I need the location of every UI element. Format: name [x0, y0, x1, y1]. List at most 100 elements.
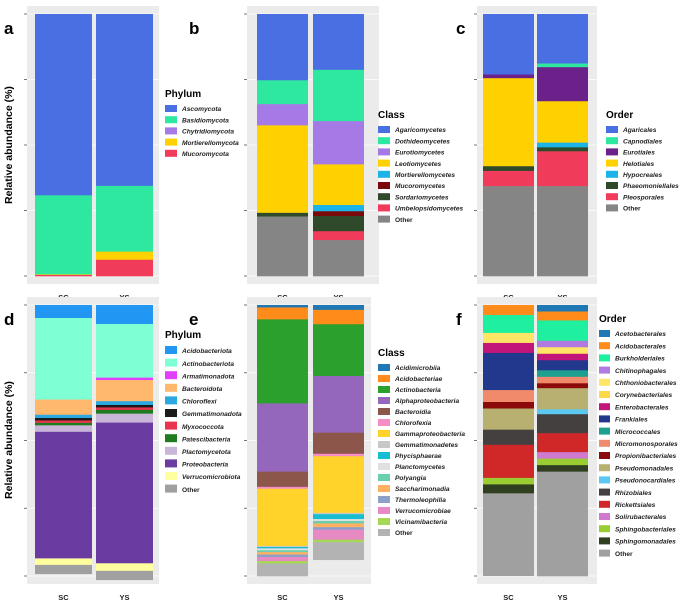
bar-segment-f-SC-6 [483, 342, 534, 354]
legend-swatch-d-10 [165, 472, 177, 480]
legend-label-f-0: Acetobacterales [614, 331, 666, 338]
bar-segment-e-YS-12 [313, 527, 364, 530]
y-axis-label-top: Relative abundance (%) [3, 86, 15, 204]
bar-segment-f-YS-17 [537, 465, 588, 472]
bar-segment-f-SC-9 [483, 390, 534, 403]
panel-letter-d: d [4, 310, 14, 329]
legend-label-f-5: Corynebacteriales [615, 392, 673, 399]
legend-swatch-f-12 [599, 476, 610, 484]
bar-segment-b-YS-6 [313, 216, 364, 232]
legend-title-a: Phylum [165, 89, 201, 100]
bar-segment-d-YS-3 [96, 380, 153, 402]
bar-segment-f-YS-14 [537, 433, 588, 453]
legend-swatch-d-3 [165, 383, 177, 392]
legend-label-a-2: Chytridiomycota [182, 129, 234, 136]
legend-swatch-f-14 [599, 500, 610, 508]
legend-swatch-b-0 [378, 126, 390, 133]
bar-segment-b-SC-3 [257, 125, 308, 214]
legend-swatch-c-0 [606, 126, 618, 133]
bar-segment-d-YS-5 [96, 404, 153, 408]
x-tick-label-f-SC: SC [503, 593, 514, 602]
bar-segment-d-YS-0 [96, 305, 153, 325]
bar-segment-c-SC-0 [483, 14, 534, 75]
bar-segment-d-YS-2 [96, 377, 153, 381]
legend-label-e-0: Acidimicrobiia [394, 365, 441, 372]
legend-label-f-6: Enterobacterales [615, 404, 669, 411]
legend-swatch-f-7 [599, 415, 610, 423]
legend-label-e-8: Phycisphaerae [395, 453, 442, 460]
bar-segment-e-YS-8 [313, 514, 364, 520]
bar-segment-f-YS-2 [537, 320, 588, 342]
bar-segment-e-SC-9 [257, 548, 308, 551]
bar-segment-f-YS-3 [537, 340, 588, 348]
legend-swatch-f-9 [599, 439, 610, 447]
legend-swatch-e-8 [378, 452, 390, 459]
legend-label-e-1: Acidobacteriae [394, 376, 443, 383]
legend-swatch-f-4 [599, 378, 610, 386]
legend-swatch-b-3 [378, 159, 390, 167]
bar-segment-f-SC-17 [483, 484, 534, 494]
bar-segment-e-YS-10 [313, 520, 364, 524]
bar-segment-b-YS-3 [313, 164, 364, 206]
legend-swatch-f-1 [599, 342, 610, 350]
bar-segment-a-SC-4 [35, 274, 92, 277]
bar-segment-f-YS-4 [537, 347, 588, 355]
legend-swatch-e-12 [378, 496, 390, 503]
legend-swatch-a-4 [165, 149, 177, 157]
legend-swatch-e-2 [378, 386, 390, 393]
legend-label-f-3: Chitinophagales [615, 368, 667, 375]
legend-label-f-16: Sphingobacteriales [615, 526, 676, 533]
legend-swatch-e-0 [378, 364, 390, 371]
bar-segment-c-SC-7 [483, 186, 534, 277]
bar-segment-d-YS-11 [96, 570, 153, 581]
bar-segment-e-YS-0 [313, 305, 364, 311]
legend-swatch-b-1 [378, 137, 390, 145]
legend-label-c-4: Hypocreales [623, 172, 663, 179]
bar-segment-c-YS-3 [537, 101, 588, 143]
bar-segment-b-YS-4 [313, 204, 364, 212]
bar-segment-c-SC-2 [483, 74, 534, 79]
legend-label-d-4: Chloroflexi [182, 399, 217, 406]
bar-segment-d-YS-1 [96, 323, 153, 378]
legend-label-d-8: Plactomycetota [182, 449, 231, 456]
bar-segment-f-YS-6 [537, 353, 588, 361]
legend-swatch-e-15 [378, 529, 390, 536]
bar-segment-a-SC-1 [35, 195, 92, 275]
bar-segment-d-YS-8 [96, 413, 153, 423]
legend-title-d: Phylum [165, 330, 201, 341]
legend-label-e-7: Gemmatimonadetes [395, 442, 458, 449]
legend-swatch-f-6 [599, 403, 610, 411]
bar-segment-e-YS-15 [313, 542, 364, 561]
legend-swatch-b-5 [378, 182, 390, 189]
legend-swatch-c-5 [606, 182, 618, 189]
legend-swatch-a-1 [165, 116, 177, 124]
legend-label-d-3: Bacteroidota [182, 386, 223, 393]
bar-segment-e-SC-0 [257, 305, 308, 308]
legend-label-e-9: Planctomycetes [395, 464, 446, 471]
bar-segment-f-YS-8 [537, 370, 588, 378]
bar-segment-e-SC-13 [257, 557, 308, 562]
bar-segment-e-SC-11 [257, 552, 308, 555]
bar-segment-e-SC-8 [257, 547, 308, 549]
bar-segment-b-YS-8 [313, 240, 364, 277]
legend-label-e-3: Alphaproteobacteria [394, 398, 459, 405]
legend-label-c-3: Helotiales [623, 161, 654, 168]
legend-swatch-f-13 [599, 488, 610, 496]
panel-letter-c: c [456, 19, 465, 38]
bar-segment-d-YS-4 [96, 401, 153, 406]
legend-label-b-4: Mortierellomycetes [395, 172, 455, 179]
bar-segment-c-YS-7 [537, 186, 588, 277]
bar-segment-d-YS-10 [96, 563, 153, 572]
x-tick-label-e-SC: SC [277, 593, 288, 602]
legend-label-f-10: Propionibacteriales [615, 453, 677, 460]
legend-swatch-d-2 [165, 371, 177, 380]
bar-segment-c-YS-0 [537, 14, 588, 64]
legend-c: Order Agaricales Capnodiales Eurotiales Helo… [606, 110, 679, 213]
legend-swatch-e-4 [378, 408, 390, 415]
bar-segment-c-YS-2 [537, 67, 588, 102]
bar-segment-f-SC-16 [483, 477, 534, 485]
legend-swatch-d-9 [165, 459, 177, 468]
legend-title-e: Class [378, 348, 405, 359]
legend-label-e-12: Thermoleophilia [395, 497, 446, 504]
bar-segment-d-SC-10 [35, 558, 92, 566]
